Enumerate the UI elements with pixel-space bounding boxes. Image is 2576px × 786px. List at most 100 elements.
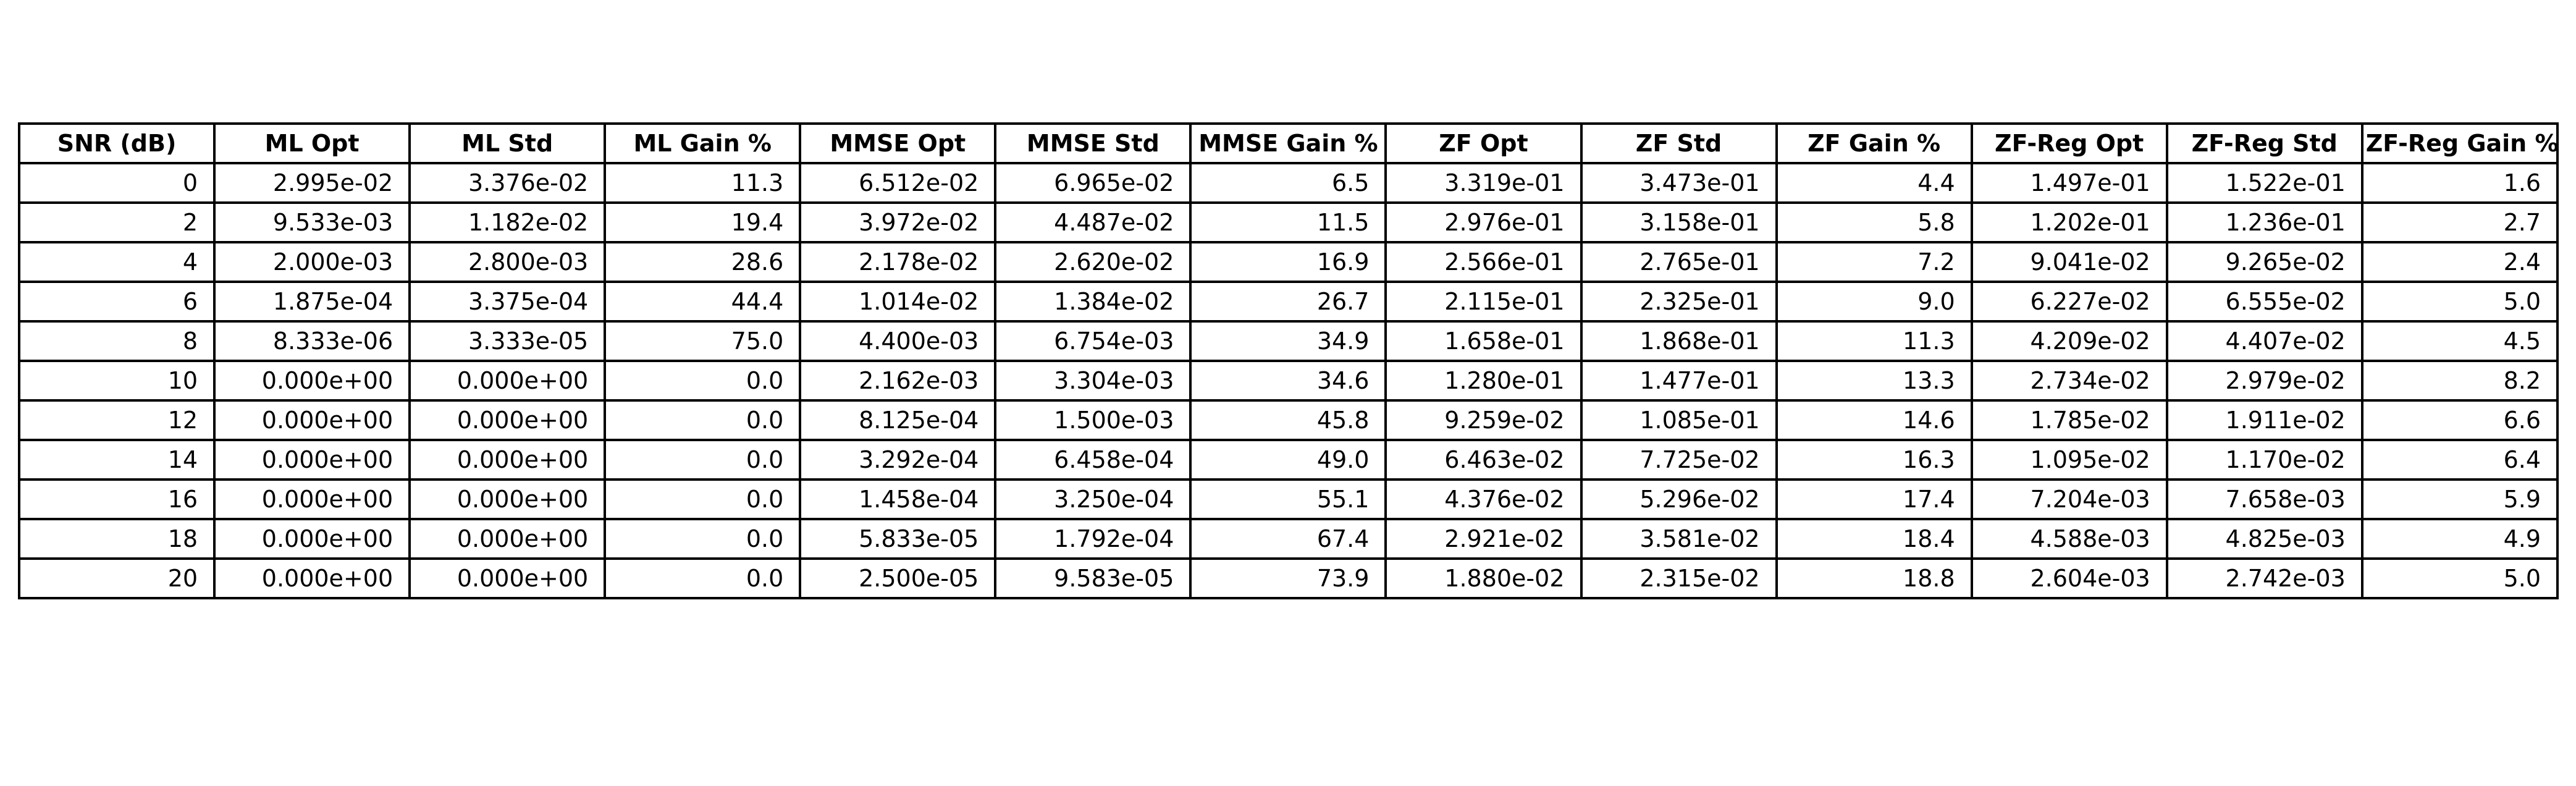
- table-cell: 3.304e-03: [994, 360, 1192, 402]
- table-cell: 0.000e+00: [408, 360, 607, 402]
- table-cell: 6.754e-03: [994, 320, 1192, 362]
- table-cell: 3.250e-04: [994, 478, 1192, 520]
- table-cell: 1.014e-02: [799, 281, 997, 323]
- table-cell: 6.458e-04: [994, 439, 1192, 481]
- table-cell: 3.473e-01: [1580, 162, 1778, 204]
- table-cell: 1.875e-04: [213, 281, 411, 323]
- table-cell: 3.292e-04: [799, 439, 997, 481]
- table-cell: 45.8: [1189, 399, 1387, 441]
- table-cell: 1.202e-01: [1970, 201, 2168, 243]
- table-cell: 1.500e-03: [994, 399, 1192, 441]
- table-cell: 1.880e-02: [1384, 557, 1583, 599]
- table-cell: 4.376e-02: [1384, 478, 1583, 520]
- table-cell: 1.384e-02: [994, 281, 1192, 323]
- table-cell: 0.000e+00: [408, 439, 607, 481]
- table-cell: 0.0: [604, 439, 802, 481]
- results-table: SNR (dB) ML Opt ML Std ML Gain % MMSE Opt MMS…: [17, 122, 2559, 599]
- table-cell: 0.0: [604, 399, 802, 441]
- table-cell: 2.620e-02: [994, 241, 1192, 283]
- table-cell: 0.000e+00: [213, 399, 411, 441]
- table-row: 18 0.000e+00 0.000e+00 0.0 5.833e-05 1.792e-0…: [17, 518, 2559, 560]
- table-cell: 1.868e-01: [1580, 320, 1778, 362]
- table-cell: 0.000e+00: [213, 478, 411, 520]
- table-row: 14 0.000e+00 0.000e+00 0.0 3.292e-04 6.458e-0…: [17, 439, 2559, 481]
- table-cell: 11.3: [604, 162, 802, 204]
- table-cell: 14: [17, 439, 216, 481]
- table-cell: 34.9: [1189, 320, 1387, 362]
- table-cell: 3.158e-01: [1580, 201, 1778, 243]
- table-cell: 49.0: [1189, 439, 1387, 481]
- table-cell: 75.0: [604, 320, 802, 362]
- table-cell: 0.0: [604, 518, 802, 560]
- column-header: ML Std: [408, 122, 607, 164]
- table-cell: 0.000e+00: [213, 439, 411, 481]
- table-row: 8 8.333e-06 3.333e-05 75.0 4.400e-03 6.754e-0…: [17, 320, 2559, 362]
- table-cell: 1.497e-01: [1970, 162, 2168, 204]
- table-cell: 1.792e-04: [994, 518, 1192, 560]
- column-header: ZF Opt: [1384, 122, 1583, 164]
- table-cell: 9.265e-02: [2165, 241, 2363, 283]
- table-cell: 0.0: [604, 557, 802, 599]
- table-cell: 1.280e-01: [1384, 360, 1583, 402]
- column-header: MMSE Gain %: [1189, 122, 1387, 164]
- table-cell: 6.555e-02: [2165, 281, 2363, 323]
- table-cell: 17.4: [1775, 478, 1973, 520]
- table-header: SNR (dB) ML Opt ML Std ML Gain % MMSE Opt MMS…: [17, 122, 2559, 164]
- table-cell: 16.3: [1775, 439, 1973, 481]
- table-cell: 18.4: [1775, 518, 1973, 560]
- table-cell: 2.995e-02: [213, 162, 411, 204]
- table-row: 20 0.000e+00 0.000e+00 0.0 2.500e-05 9.583e-0…: [17, 557, 2559, 599]
- table-cell: 7.725e-02: [1580, 439, 1778, 481]
- table-row: 6 1.875e-04 3.375e-04 44.4 1.014e-02 1.384e-0…: [17, 281, 2559, 323]
- table-cell: 18.8: [1775, 557, 1973, 599]
- table-cell: 4.407e-02: [2165, 320, 2363, 362]
- table-cell: 2.604e-03: [1970, 557, 2168, 599]
- table-cell: 9.0: [1775, 281, 1973, 323]
- table-cell: 2.979e-02: [2165, 360, 2363, 402]
- table-cell: 0.0: [604, 360, 802, 402]
- table-cell: 2.4: [2360, 241, 2559, 283]
- table-cell: 4: [17, 241, 216, 283]
- table-cell: 4.4: [1775, 162, 1973, 204]
- table-cell: 9.533e-03: [213, 201, 411, 243]
- table-cell: 1.785e-02: [1970, 399, 2168, 441]
- results-table-container: SNR (dB) ML Opt ML Std ML Gain % MMSE Opt MMS…: [17, 122, 2559, 599]
- table-cell: 0.000e+00: [408, 518, 607, 560]
- table-cell: 9.041e-02: [1970, 241, 2168, 283]
- table-cell: 3.972e-02: [799, 201, 997, 243]
- table-cell: 5.296e-02: [1580, 478, 1778, 520]
- table-cell: 3.376e-02: [408, 162, 607, 204]
- table-cell: 26.7: [1189, 281, 1387, 323]
- table-cell: 19.4: [604, 201, 802, 243]
- table-row: 16 0.000e+00 0.000e+00 0.0 1.458e-04 3.250e-0…: [17, 478, 2559, 520]
- table-cell: 12: [17, 399, 216, 441]
- table-cell: 18: [17, 518, 216, 560]
- table-cell: 8: [17, 320, 216, 362]
- table-cell: 2.325e-01: [1580, 281, 1778, 323]
- table-cell: 5.833e-05: [799, 518, 997, 560]
- table-cell: 1.911e-02: [2165, 399, 2363, 441]
- table-row: 4 2.000e-03 2.800e-03 28.6 2.178e-02 2.620e-0…: [17, 241, 2559, 283]
- table-cell: 2.178e-02: [799, 241, 997, 283]
- column-header: ZF Gain %: [1775, 122, 1973, 164]
- table-cell: 11.3: [1775, 320, 1973, 362]
- table-cell: 0.000e+00: [408, 557, 607, 599]
- table-cell: 2.765e-01: [1580, 241, 1778, 283]
- table-cell: 3.333e-05: [408, 320, 607, 362]
- table-cell: 6.227e-02: [1970, 281, 2168, 323]
- table-cell: 9.583e-05: [994, 557, 1192, 599]
- table-cell: 4.5: [2360, 320, 2559, 362]
- table-cell: 2.162e-03: [799, 360, 997, 402]
- table-cell: 3.375e-04: [408, 281, 607, 323]
- table-cell: 2.500e-05: [799, 557, 997, 599]
- table-cell: 10: [17, 360, 216, 402]
- table-cell: 2.566e-01: [1384, 241, 1583, 283]
- table-cell: 16.9: [1189, 241, 1387, 283]
- column-header: ZF Std: [1580, 122, 1778, 164]
- column-header: ZF-Reg Gain %: [2360, 122, 2559, 164]
- table-cell: 1.658e-01: [1384, 320, 1583, 362]
- table-cell: 7.2: [1775, 241, 1973, 283]
- table-cell: 6.965e-02: [994, 162, 1192, 204]
- table-cell: 0.000e+00: [213, 518, 411, 560]
- table-cell: 2.734e-02: [1970, 360, 2168, 402]
